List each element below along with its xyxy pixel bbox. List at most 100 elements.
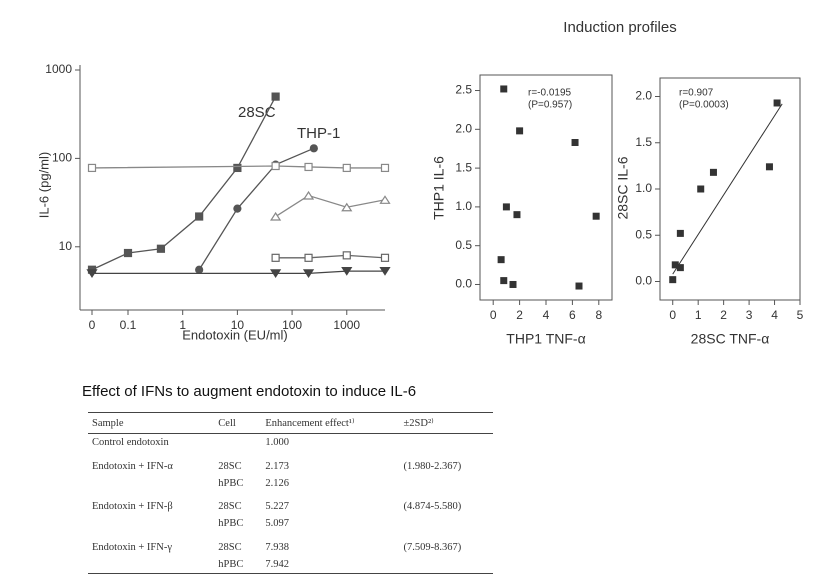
header-row: Sample Cell Enhancement effect¹⁾ ±2SD²⁾ <box>88 412 493 434</box>
table-cell: 7.942 <box>261 555 400 574</box>
table-cell: 7.938 <box>265 541 289 553</box>
marker <box>156 244 166 253</box>
column-header: Enhancement effect¹⁾ <box>261 412 400 434</box>
table-cell <box>88 515 214 532</box>
marker <box>123 248 133 258</box>
point <box>765 163 773 171</box>
x-tick-label: 2 <box>720 308 727 322</box>
y-tick-label: 1.0 <box>455 199 472 213</box>
annotation: r=-0.0195 <box>528 88 572 99</box>
marker <box>271 253 280 262</box>
point <box>513 211 521 219</box>
x-tick-label: 5 <box>797 308 804 322</box>
x-axis-label: 28SC TNF-α <box>691 331 770 347</box>
x-axis-label: THP1 TNF-α <box>506 331 585 347</box>
point <box>575 282 583 290</box>
table-cell: hPBC <box>214 555 262 574</box>
marker <box>309 144 318 153</box>
x-tick-label: 1 <box>695 308 702 322</box>
y-tick-label: 1.5 <box>635 135 652 149</box>
table-row: Endotoxin + IFN-β 28SC 5.227 (4.874-5.580) <box>88 492 493 516</box>
marker <box>195 212 204 221</box>
table-cell: 28SC <box>218 460 242 472</box>
marker <box>379 195 391 204</box>
table-cell <box>88 555 215 574</box>
x-tick-label: 0 <box>669 308 676 322</box>
table-cell: 5.227 <box>265 501 289 512</box>
x-tick-label: 2 <box>516 308 523 322</box>
table-cell: 28SC <box>218 541 242 553</box>
x-tick-label: 1000 <box>333 318 360 332</box>
point <box>509 280 517 288</box>
x-tick-label: 0 <box>89 318 96 332</box>
table-cell: (4.874-5.580) <box>403 501 462 512</box>
point <box>773 99 781 107</box>
table-cell <box>399 555 493 574</box>
series-line <box>91 96 277 271</box>
x-tick-label: 4 <box>771 308 778 322</box>
header: Induction profiles <box>563 19 676 36</box>
column-header: Sample <box>88 412 215 434</box>
marker <box>304 162 313 172</box>
series-line <box>92 270 385 275</box>
point <box>676 264 684 272</box>
annotation: (P=0.0003) <box>679 100 729 111</box>
marker <box>302 269 315 279</box>
marker <box>233 163 242 173</box>
point <box>709 168 717 176</box>
marker <box>341 267 353 276</box>
y-tick-label: 2.0 <box>455 121 472 135</box>
table-row: hPBC 2.126 <box>88 475 493 492</box>
table-cell: hPBC <box>218 518 244 529</box>
marker <box>379 267 391 276</box>
annotation: (P=0.957) <box>528 100 572 111</box>
x-axis-label: Endotoxin (EU/ml) <box>182 327 287 342</box>
table-cell <box>400 475 493 492</box>
table-cell: Endotoxin + IFN-β <box>92 501 173 512</box>
table-cell: hPBC <box>218 477 244 489</box>
y-axis-label: 28SC IL-6 <box>615 156 631 219</box>
marker <box>380 163 390 173</box>
y-tick-label: 0.5 <box>635 227 652 241</box>
table-cell: Endotoxin + IFN-γ <box>92 541 172 553</box>
point <box>500 277 508 285</box>
x-tick-label: 0 <box>490 308 497 322</box>
y-tick-label: 0.0 <box>455 277 472 291</box>
marker <box>271 92 280 101</box>
table-row: hPBC 5.097 <box>88 515 493 532</box>
x-tick-label: 1 <box>179 318 186 332</box>
point <box>592 212 600 220</box>
table-cell: Control endotoxin <box>92 437 169 448</box>
table-cell: 1.000 <box>265 437 289 448</box>
table-cell <box>400 434 493 452</box>
marker <box>304 253 313 262</box>
series-line <box>275 254 386 259</box>
point <box>571 139 579 146</box>
y-tick-label: 10 <box>59 239 73 253</box>
table-row: Control endotoxin 1.000 <box>88 434 493 452</box>
table-cell: 28SC <box>218 501 242 512</box>
table-row: hPBC 7.942 <box>88 555 493 574</box>
column-header: ±2SD²⁾ <box>399 412 493 434</box>
x-tick-label: 8 <box>595 308 602 322</box>
marker <box>87 163 97 173</box>
y-tick-label: 0.0 <box>635 274 652 288</box>
fit-line <box>672 103 783 275</box>
annotation: r=0.907 <box>679 88 714 99</box>
marker <box>342 251 351 260</box>
table-cell: 5.097 <box>265 518 289 529</box>
table-body: Control endotoxin 1.000 Endotoxin + IFN-α 2… <box>88 434 493 574</box>
table-cell: (1.980-2.367) <box>403 460 462 472</box>
table-row: Endotoxin + IFN-γ 28SC 7.938 (7.509-8.367) <box>88 532 493 556</box>
table-cell: 2.173 <box>265 460 289 472</box>
annotation: THP-1 <box>297 125 340 142</box>
point <box>671 261 679 269</box>
y-tick-label: 1000 <box>45 62 72 76</box>
point <box>497 256 505 264</box>
point <box>516 127 524 135</box>
marker <box>271 161 280 171</box>
x-tick-label: 3 <box>746 308 753 322</box>
point <box>500 85 508 93</box>
